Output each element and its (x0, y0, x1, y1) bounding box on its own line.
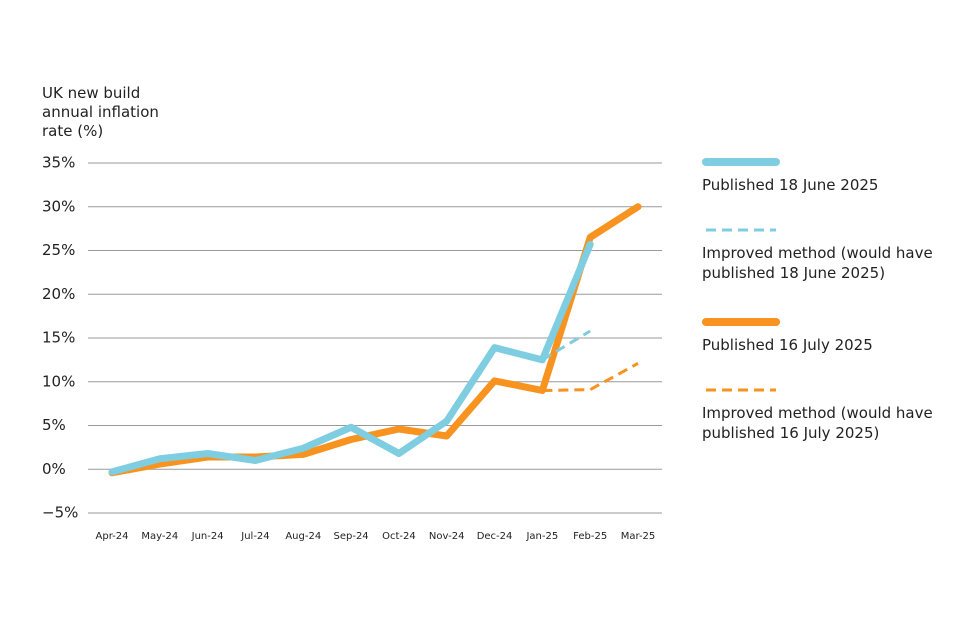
x-tick-label: Sep-24 (333, 531, 368, 542)
legend-label: Improved method (would have published 16… (702, 404, 933, 442)
x-tick-label: Mar-25 (621, 531, 656, 542)
y-tick-label: −5% (42, 504, 78, 522)
y-tick-label: 35% (42, 154, 75, 172)
y-tick-label: 15% (42, 329, 75, 347)
x-tick-label: Aug-24 (285, 531, 321, 542)
y-tick-label: 5% (42, 416, 66, 434)
y-tick-label: 25% (42, 241, 75, 259)
legend-label: Published 18 June 2025 (702, 176, 879, 194)
x-tick-label: Jan-25 (525, 531, 558, 542)
y-tick-label: 30% (42, 197, 75, 215)
legend-label: Published 16 July 2025 (702, 336, 873, 354)
line (108, 240, 594, 476)
y-axis-label: UK new build annual inflation rate (%) (42, 84, 159, 140)
y-tick-label: 10% (42, 372, 75, 390)
legend-label: Improved method (would have published 18… (702, 244, 933, 282)
dashed-line (542, 362, 639, 392)
x-tick-label: May-24 (141, 531, 178, 542)
x-tick-label: Jul-24 (240, 531, 269, 542)
x-tick-label: Apr-24 (96, 531, 129, 542)
y-tick-label: 0% (42, 460, 66, 478)
x-tick-label: Dec-24 (477, 531, 513, 542)
x-tick-label: Feb-25 (573, 531, 607, 542)
x-tick-label: Jun-24 (191, 531, 224, 542)
x-tick-label: Oct-24 (382, 531, 416, 542)
x-tick-label: Nov-24 (429, 531, 465, 542)
dashed-line (541, 329, 591, 362)
y-tick-label: 20% (42, 285, 75, 303)
line (108, 203, 642, 477)
